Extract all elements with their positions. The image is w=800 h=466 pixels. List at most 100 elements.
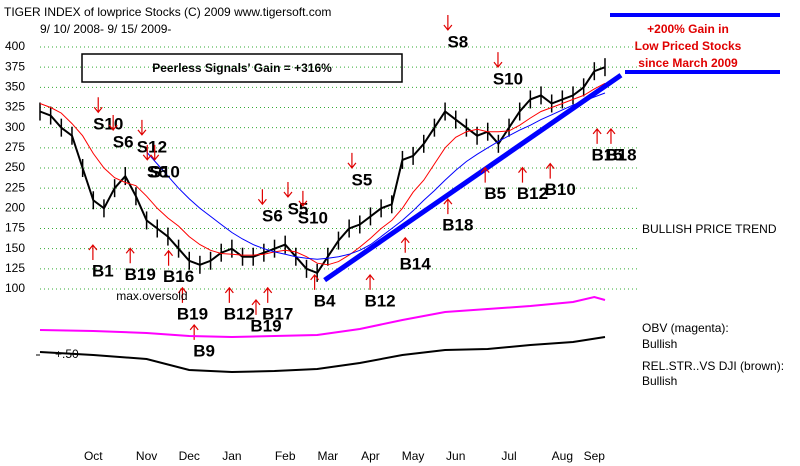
signal-label: B10 [545, 180, 576, 199]
x-tick-label: Apr [361, 449, 380, 463]
signal-label: S12 [137, 137, 167, 156]
signal-label: S6 [147, 162, 168, 181]
series-line [39, 82, 606, 266]
x-tick-label: Jul [501, 449, 516, 463]
signal-label: S10 [150, 162, 180, 181]
y-tick-label: 150 [5, 241, 25, 255]
signal-label: B17 [262, 304, 293, 323]
signal-arrow [177, 286, 187, 303]
signal-label: B18 [605, 145, 636, 164]
indicator-status: Bullish [642, 374, 677, 388]
signal-arrow [545, 162, 555, 179]
signal-label: B19 [177, 304, 208, 323]
y-tick-label: 300 [5, 120, 25, 134]
signal-label: S10 [93, 115, 123, 134]
y-tick-label: 400 [5, 39, 25, 53]
x-tick-label: Oct [84, 449, 103, 463]
trendline [323, 73, 623, 283]
signal-arrow [150, 144, 160, 161]
y-tick-label: 375 [5, 59, 25, 73]
signal-label: B9 [193, 341, 215, 360]
y-tick-label: 275 [5, 140, 25, 154]
signal-arrow [518, 166, 527, 183]
signal-label: S10 [493, 70, 523, 89]
indicator-status: Bullish [642, 337, 677, 351]
signal-arrow [88, 244, 98, 261]
y-tick-label: 225 [5, 180, 25, 194]
x-tick-label: Jun [446, 449, 465, 463]
signal-arrow [443, 198, 453, 215]
x-tick-label: Jan [222, 449, 241, 463]
x-tick-label: Mar [317, 449, 338, 463]
y-tick-label: 350 [5, 80, 25, 94]
x-tick-label: Sep [584, 449, 606, 463]
chart-subtitle: 9/ 10/ 2008- 9/ 15/ 2009- [40, 22, 171, 36]
x-tick-label: Feb [275, 449, 296, 463]
signal-arrow [251, 298, 261, 315]
series-line [39, 66, 606, 275]
signal-arrow [93, 97, 103, 114]
signal-arrow [443, 14, 453, 31]
gain-box [81, 53, 403, 83]
signal-arrow [298, 190, 308, 207]
series-line [39, 295, 606, 339]
signal-label: B16 [163, 267, 194, 286]
indicator-label: REL.STR..VS DJI (brown): [642, 359, 784, 373]
signal-label: B18 [442, 216, 473, 235]
signal-arrow [125, 247, 135, 264]
signal-arrow [189, 323, 199, 340]
gain-box-text: Peerless Signals' Gain = +316% [152, 61, 332, 75]
signal-label: S6 [113, 132, 134, 151]
signal-label: B19 [125, 265, 156, 284]
highlight-text: +200% Gain in [647, 22, 729, 36]
signal-arrow [137, 119, 147, 136]
signal-arrow [606, 127, 616, 144]
signal-arrow [347, 152, 357, 169]
x-tick-label: May [402, 449, 425, 463]
x-tick-label: Aug [552, 449, 573, 463]
y-tick-label: 125 [5, 261, 25, 275]
signal-arrow [257, 189, 267, 206]
signal-label: B15 [592, 145, 623, 164]
signal-label: B12 [224, 304, 255, 323]
signal-arrow [283, 181, 293, 198]
series-line [39, 336, 606, 374]
signal-label: B4 [314, 291, 336, 310]
y-tick-label: 250 [5, 160, 25, 174]
signal-label: S10 [298, 208, 328, 227]
signal-label: S5 [352, 170, 373, 189]
x-tick-label: Dec [179, 449, 200, 463]
signal-label: B12 [517, 184, 548, 203]
signal-label: B14 [400, 254, 432, 273]
signal-arrow [164, 249, 174, 266]
indicator-label: OBV (magenta): [642, 321, 729, 335]
chart-title: TIGER INDEX of lowprice Stocks (C) 2009 … [4, 5, 331, 19]
highlight-text: since March 2009 [638, 56, 738, 70]
y-tick-label: 100 [5, 281, 25, 295]
signal-arrow [310, 273, 320, 290]
y-tick-label: 175 [5, 221, 25, 235]
series-line [146, 92, 606, 260]
signal-arrow [365, 273, 375, 290]
trend-label: BULLISH PRICE TREND [642, 222, 777, 236]
signal-arrow [592, 127, 602, 144]
annotation: max.oversold [116, 289, 187, 303]
highlight-text: Low Priced Stocks [635, 39, 742, 53]
signal-arrow [142, 144, 152, 161]
signal-arrow [263, 286, 273, 303]
signal-arrow [480, 166, 490, 183]
signal-arrow [400, 236, 410, 253]
signal-label: B19 [250, 316, 281, 335]
y-tick-label: 200 [5, 201, 25, 215]
signal-label: S8 [447, 32, 468, 51]
signal-label: B1 [92, 262, 114, 281]
signal-label: S6 [262, 207, 283, 226]
signal-arrow [108, 114, 118, 131]
signal-arrow [493, 52, 503, 69]
x-tick-label: Nov [136, 449, 157, 463]
signal-arrow [224, 286, 234, 303]
signal-label: B5 [484, 184, 506, 203]
signal-label: B12 [364, 291, 395, 310]
y-tick-label: 325 [5, 100, 25, 114]
